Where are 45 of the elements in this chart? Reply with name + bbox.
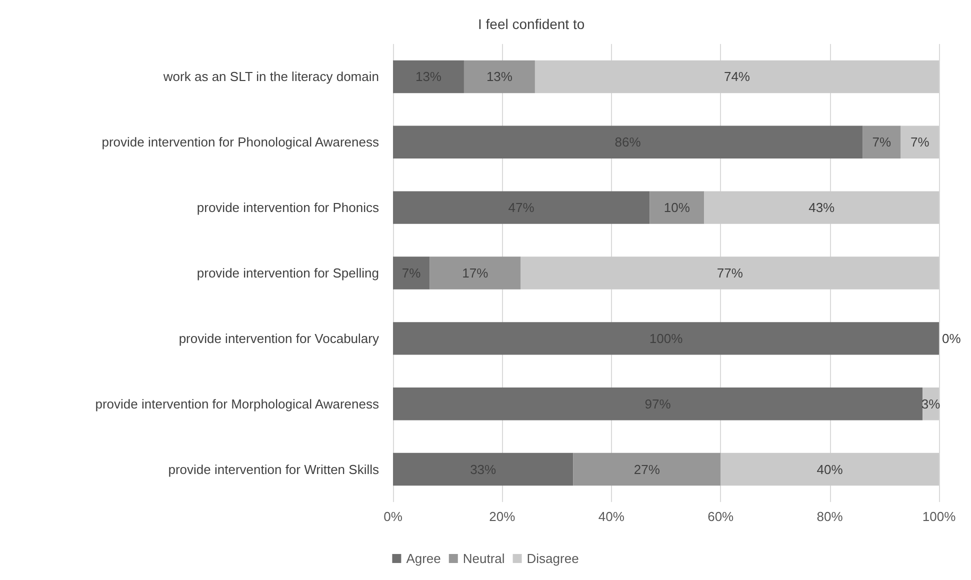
x-tick-label: 100% [922,509,956,524]
data-label: 43% [808,200,836,216]
data-label: 17% [462,266,489,280]
x-tick-label: 40% [598,509,625,524]
bar [430,256,521,290]
bar [520,256,939,290]
x-tick-label: 60% [708,509,734,524]
data-label: 40% [816,462,844,477]
y-tick-label: work as an SLT in the literacy domain [162,69,379,84]
bar [720,452,939,486]
y-tick-label: provide intervention for Phonics [196,200,380,216]
bar [393,60,464,94]
bar [393,126,863,158]
bar [393,388,923,420]
data-label: 27% [634,462,660,477]
data-label: 10% [664,200,690,216]
data-label: 0% [942,330,962,346]
chart-title: I feel confident to [478,16,585,32]
data-label: 7% [872,134,892,150]
legend-label: Disagree [526,551,579,566]
bar [704,191,939,224]
data-label: 77% [716,266,744,280]
legend-label: Agree [406,551,441,566]
bar [573,452,721,486]
bar [650,191,704,224]
bar [534,60,939,94]
bar [900,126,939,158]
bar [393,452,574,486]
x-tick-label: 0% [384,509,403,524]
data-label: 74% [724,69,750,84]
y-tick-label: provide intervention for Morphological Awareness [95,396,380,412]
legend-label: Neutral [462,551,505,566]
bar [393,191,650,224]
y-tick-label: provide intervention for Spelling [196,266,379,280]
bar [862,126,901,158]
bar [393,322,939,355]
bar [464,60,535,94]
bar [393,256,430,290]
x-tick-label: 20% [489,509,516,524]
data-label: 7% [910,134,930,150]
x-tick-label: 80% [816,509,844,524]
data-label: 13% [486,69,513,84]
y-tick-label: provide intervention for Written Skills [168,462,380,477]
y-tick-label: provide intervention for Phonological Awareness [102,134,380,150]
y-tick-label: provide intervention for Vocabulary [178,330,380,346]
